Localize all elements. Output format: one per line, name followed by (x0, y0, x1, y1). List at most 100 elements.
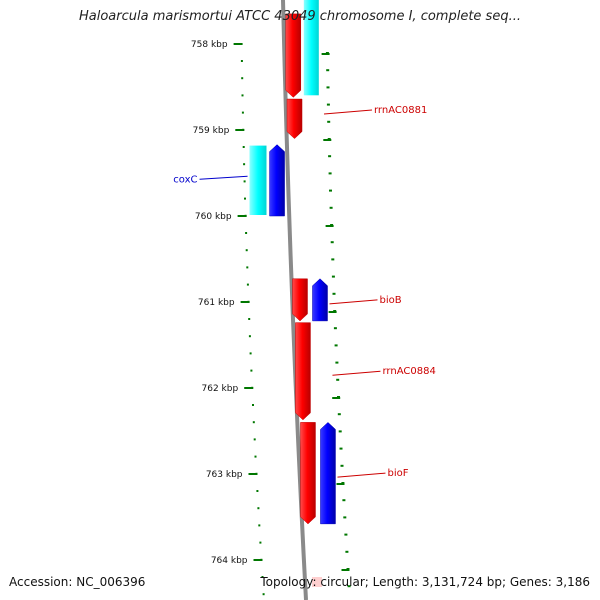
minor-tick-outer (345, 550, 349, 553)
minor-tick-inner (246, 283, 249, 286)
cds-shadow (303, 0, 319, 96)
minor-tick-inner (258, 524, 261, 527)
major-tick (244, 387, 254, 389)
tick-label: 758 kbp (191, 40, 228, 50)
minor-tick-inner (249, 352, 252, 355)
minor-tick-inner (257, 507, 260, 510)
minor-tick-inner (243, 163, 246, 166)
minor-tick-outer (342, 499, 346, 502)
minor-tick-outer (328, 155, 332, 158)
minor-tick-inner (254, 455, 257, 458)
genes (269, 13, 336, 525)
gene-labels: rrnAC0881 coxC bioB rrnAC0884 bioF (173, 105, 436, 479)
major-tick-outer (341, 569, 350, 571)
major-tick (253, 559, 263, 561)
major-tick-outer (336, 483, 345, 485)
tick-label: 760 kbp (195, 212, 232, 222)
minor-tick-inner (252, 404, 254, 406)
minor-tick-outer (336, 378, 340, 381)
gene-arrow-rrnAC0881 (286, 98, 303, 139)
minor-tick-inner (245, 249, 248, 252)
major-tick-outer (332, 397, 341, 399)
minor-tick-inner (243, 180, 246, 183)
minor-tick-inner (262, 593, 265, 596)
minor-tick-inner (241, 94, 244, 97)
minor-tick-inner (248, 318, 251, 320)
gene-arrow-unnamed-7 (320, 422, 336, 525)
cds-shadows (249, 0, 319, 215)
minor-tick-inner (246, 266, 249, 269)
minor-tick-outer (331, 275, 335, 278)
minor-tick-inner (256, 490, 259, 492)
minor-tick-outer (329, 206, 333, 209)
label-leader (332, 370, 381, 376)
minor-tick-outer (344, 533, 348, 536)
minor-tick-outer (327, 120, 331, 123)
major-ticks: 758 kbp 759 kbp 760 kbp 761 kbp 762 kbp 763 k… (191, 40, 350, 571)
minor-tick-outer (334, 344, 338, 347)
gene-label-rrnAC0881: rrnAC0881 (374, 105, 427, 116)
minor-tick-inner (245, 232, 248, 234)
minor-tick-outer (332, 292, 336, 295)
minor-tick-outer (340, 464, 344, 467)
gene-label-bioB: bioB (380, 295, 402, 306)
minor-tick-outer (343, 516, 347, 519)
gene-label-bioF: bioF (388, 468, 409, 479)
minor-tick-inner (248, 335, 251, 338)
gene-label-rrnAC0884: rrnAC0884 (383, 366, 436, 377)
minor-tick-outer (328, 172, 332, 175)
minor-tick-inner (250, 369, 253, 372)
major-tick (240, 301, 250, 303)
tick-label: 763 kbp (206, 470, 243, 480)
minor-tick-outer (337, 413, 341, 416)
gene-arrow-bioF (300, 422, 316, 525)
major-tick (235, 129, 245, 131)
minor-tick-outer (326, 69, 330, 72)
minor-tick-outer (339, 447, 343, 450)
minor-tick-inner (241, 77, 244, 80)
major-tick (233, 43, 243, 45)
minor-tick-outer (330, 241, 334, 244)
origin-marker (312, 577, 322, 587)
minor-tick-inner (261, 576, 264, 578)
minor-tick-inner (244, 197, 246, 200)
major-tick (248, 473, 258, 475)
minor-tick-outer (335, 361, 339, 364)
major-tick-outer (321, 53, 330, 55)
label-leader (323, 109, 373, 115)
gene-arrow-rrnAC0884 (295, 322, 311, 421)
minor-tick-inner (240, 60, 243, 62)
map-title: Haloarcula marismortui ATCC 43049 chromo… (79, 9, 521, 24)
gene-arrow-unnamed-0 (285, 13, 302, 98)
minor-tick-inner (259, 541, 262, 544)
minor-tick-outer (333, 327, 337, 330)
minor-tick-outer (347, 585, 351, 588)
tick-label: 759 kbp (193, 126, 230, 136)
minor-tick-inner (242, 146, 245, 148)
minor-tick-outer (326, 86, 330, 89)
minor-tick-outer (331, 258, 335, 261)
gene-arrow-unnamed-4 (312, 278, 328, 322)
major-tick-outer (325, 225, 334, 227)
cds-shadow (249, 145, 267, 215)
minor-tick-inner (253, 438, 256, 441)
gene-arrow-coxC (269, 144, 285, 217)
gene-label-coxC: coxC (173, 174, 197, 185)
tick-label: 761 kbp (198, 298, 235, 308)
major-tick-outer (323, 139, 332, 141)
accession-text: Accession: NC_006396 (9, 575, 146, 589)
topology-text: Topology: circular; Length: 3,131,724 bp… (260, 575, 590, 589)
minor-tick-outer (326, 103, 330, 106)
tick-label: 762 kbp (202, 384, 239, 394)
major-tick-outer (328, 311, 337, 313)
minor-tick-outer (338, 430, 342, 433)
tick-label: 764 kbp (211, 556, 248, 566)
gene-arrow-bioB (292, 278, 308, 322)
minor-tick-inner (252, 421, 255, 424)
label-leader (329, 299, 378, 305)
label-leader (337, 472, 386, 478)
minor-tick-outer (329, 189, 332, 192)
major-tick (237, 215, 247, 217)
minor-tick-inner (241, 111, 244, 114)
